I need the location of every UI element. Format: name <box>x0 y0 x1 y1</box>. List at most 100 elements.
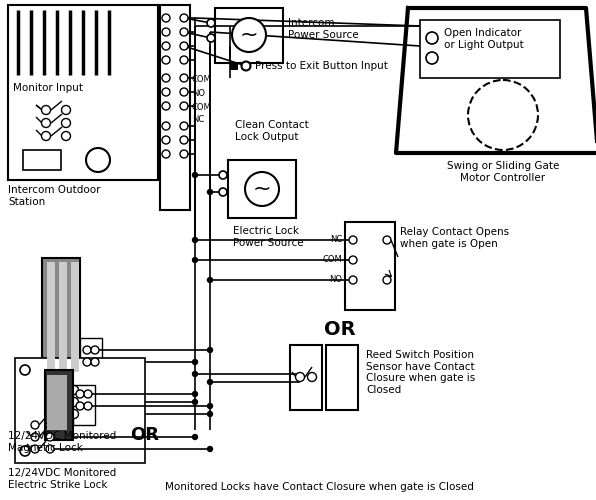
Text: Monitor Input: Monitor Input <box>13 83 83 93</box>
Text: COM: COM <box>192 76 212 84</box>
Text: Press to Exit Button Input: Press to Exit Button Input <box>255 61 388 71</box>
Circle shape <box>180 56 188 64</box>
Circle shape <box>20 365 30 375</box>
Circle shape <box>61 132 70 140</box>
Circle shape <box>162 88 170 96</box>
Bar <box>47 262 55 372</box>
Circle shape <box>46 433 54 441</box>
Circle shape <box>219 188 227 196</box>
Circle shape <box>193 400 197 404</box>
Circle shape <box>245 172 279 206</box>
Circle shape <box>31 445 39 453</box>
Circle shape <box>180 102 188 110</box>
Circle shape <box>76 390 84 398</box>
Circle shape <box>180 122 188 130</box>
Text: NC: NC <box>330 236 342 244</box>
Circle shape <box>207 348 213 352</box>
Circle shape <box>207 278 213 282</box>
Text: Open Indicator
or Light Output: Open Indicator or Light Output <box>444 28 524 50</box>
Circle shape <box>61 106 70 114</box>
Circle shape <box>76 402 84 410</box>
Circle shape <box>42 132 51 140</box>
Circle shape <box>207 190 213 194</box>
Circle shape <box>84 402 92 410</box>
Circle shape <box>61 118 70 128</box>
Text: COM: COM <box>322 256 342 264</box>
Circle shape <box>42 118 51 128</box>
Circle shape <box>207 380 213 384</box>
Bar <box>71 262 79 372</box>
Bar <box>47 375 67 430</box>
Bar <box>45 370 73 440</box>
Circle shape <box>86 148 110 172</box>
Circle shape <box>162 136 170 144</box>
Circle shape <box>91 346 99 354</box>
Bar <box>15 358 145 463</box>
Bar <box>160 5 190 210</box>
Circle shape <box>51 398 61 406</box>
Text: Intercom
Power Source: Intercom Power Source <box>288 18 359 40</box>
Circle shape <box>46 421 54 429</box>
Circle shape <box>207 412 213 416</box>
Circle shape <box>219 171 227 179</box>
Circle shape <box>207 404 213 408</box>
Circle shape <box>180 88 188 96</box>
Text: ~: ~ <box>253 179 271 199</box>
Bar <box>73 385 95 425</box>
Circle shape <box>308 372 316 382</box>
Polygon shape <box>396 8 596 153</box>
Circle shape <box>426 52 438 64</box>
Circle shape <box>180 14 188 22</box>
Circle shape <box>162 102 170 110</box>
Circle shape <box>426 32 438 44</box>
Circle shape <box>162 56 170 64</box>
Circle shape <box>162 14 170 22</box>
Circle shape <box>468 80 538 150</box>
Text: 12/24VDC Monitored
Electric Strike Lock: 12/24VDC Monitored Electric Strike Lock <box>8 468 116 489</box>
Circle shape <box>91 358 99 366</box>
Circle shape <box>193 238 197 242</box>
Circle shape <box>51 410 61 418</box>
Bar <box>290 345 322 410</box>
Text: NO: NO <box>192 90 205 98</box>
Circle shape <box>193 434 197 440</box>
Circle shape <box>193 372 197 376</box>
Text: Reed Switch Position
Sensor have Contact
Closure when gate is
Closed: Reed Switch Position Sensor have Contact… <box>366 350 475 395</box>
Bar <box>215 8 283 63</box>
Text: ~: ~ <box>240 25 258 45</box>
Circle shape <box>180 136 188 144</box>
Circle shape <box>180 150 188 158</box>
Circle shape <box>193 172 197 178</box>
Bar <box>8 5 158 180</box>
Circle shape <box>180 28 188 36</box>
Text: COM: COM <box>192 104 212 112</box>
Text: Swing or Sliding Gate
Motor Controller: Swing or Sliding Gate Motor Controller <box>447 161 559 182</box>
Text: Clean Contact
Lock Output: Clean Contact Lock Output <box>235 120 309 142</box>
Circle shape <box>193 392 197 396</box>
Circle shape <box>232 18 266 52</box>
Bar <box>345 222 395 310</box>
Bar <box>228 160 296 218</box>
Bar <box>80 338 102 370</box>
Circle shape <box>241 62 250 70</box>
Circle shape <box>83 346 91 354</box>
Circle shape <box>70 386 79 394</box>
Circle shape <box>383 276 391 284</box>
Bar <box>420 20 560 78</box>
Circle shape <box>349 256 357 264</box>
Bar <box>23 150 61 170</box>
Circle shape <box>31 433 39 441</box>
Circle shape <box>162 74 170 82</box>
Circle shape <box>162 150 170 158</box>
Text: 12/24VDC Monitored
Magnetic Lock: 12/24VDC Monitored Magnetic Lock <box>8 431 116 452</box>
Circle shape <box>42 106 51 114</box>
Text: Relay Contact Opens
when gate is Open: Relay Contact Opens when gate is Open <box>400 227 509 248</box>
Bar <box>326 345 358 410</box>
Circle shape <box>349 276 357 284</box>
Circle shape <box>162 28 170 36</box>
Text: NO: NO <box>329 276 342 284</box>
Circle shape <box>180 42 188 50</box>
Text: Intercom Outdoor
Station: Intercom Outdoor Station <box>8 185 101 206</box>
Circle shape <box>349 236 357 244</box>
Bar <box>42 258 80 376</box>
